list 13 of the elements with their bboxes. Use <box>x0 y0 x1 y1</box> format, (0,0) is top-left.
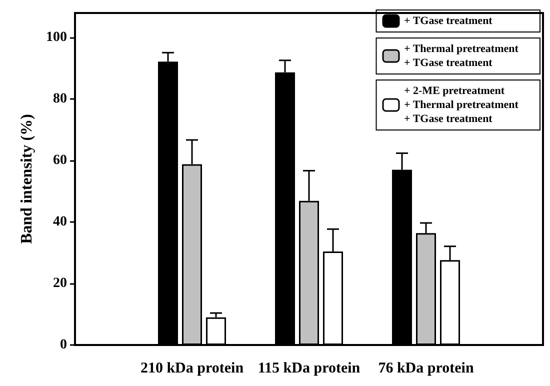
y-tick-label: 20 <box>53 276 67 292</box>
x-tick-label: 76 kDa protein <box>378 360 474 376</box>
y-axis-title: Band intensity (%) <box>18 114 36 244</box>
x-tick-label: 210 kDa protein <box>140 360 244 376</box>
y-tick-label: 0 <box>60 338 67 352</box>
y-tick-label: 100 <box>46 30 67 46</box>
legend-label: + 2-ME pretreatment + Thermal pretreatment + TGase treatment <box>404 85 519 125</box>
y-tick-label: 60 <box>53 153 67 168</box>
legend-label: + Thermal pretreatment + TGase treatment <box>404 43 519 69</box>
legend-label: + TGase treatment <box>404 15 493 27</box>
y-tick-label: 80 <box>53 92 67 107</box>
y-tick-label: 40 <box>53 214 67 230</box>
x-tick-label: 115 kDa protein <box>258 360 361 376</box>
